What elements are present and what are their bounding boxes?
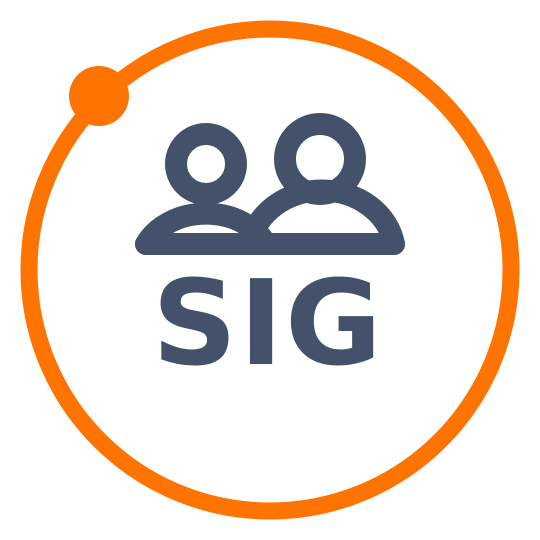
left-person-head — [165, 123, 247, 205]
orbit-dot — [69, 66, 129, 126]
logo-text: SIG — [152, 254, 384, 392]
people-group-icon — [135, 113, 405, 255]
right-person-body — [239, 179, 405, 255]
orbit-ring — [20, 20, 520, 520]
